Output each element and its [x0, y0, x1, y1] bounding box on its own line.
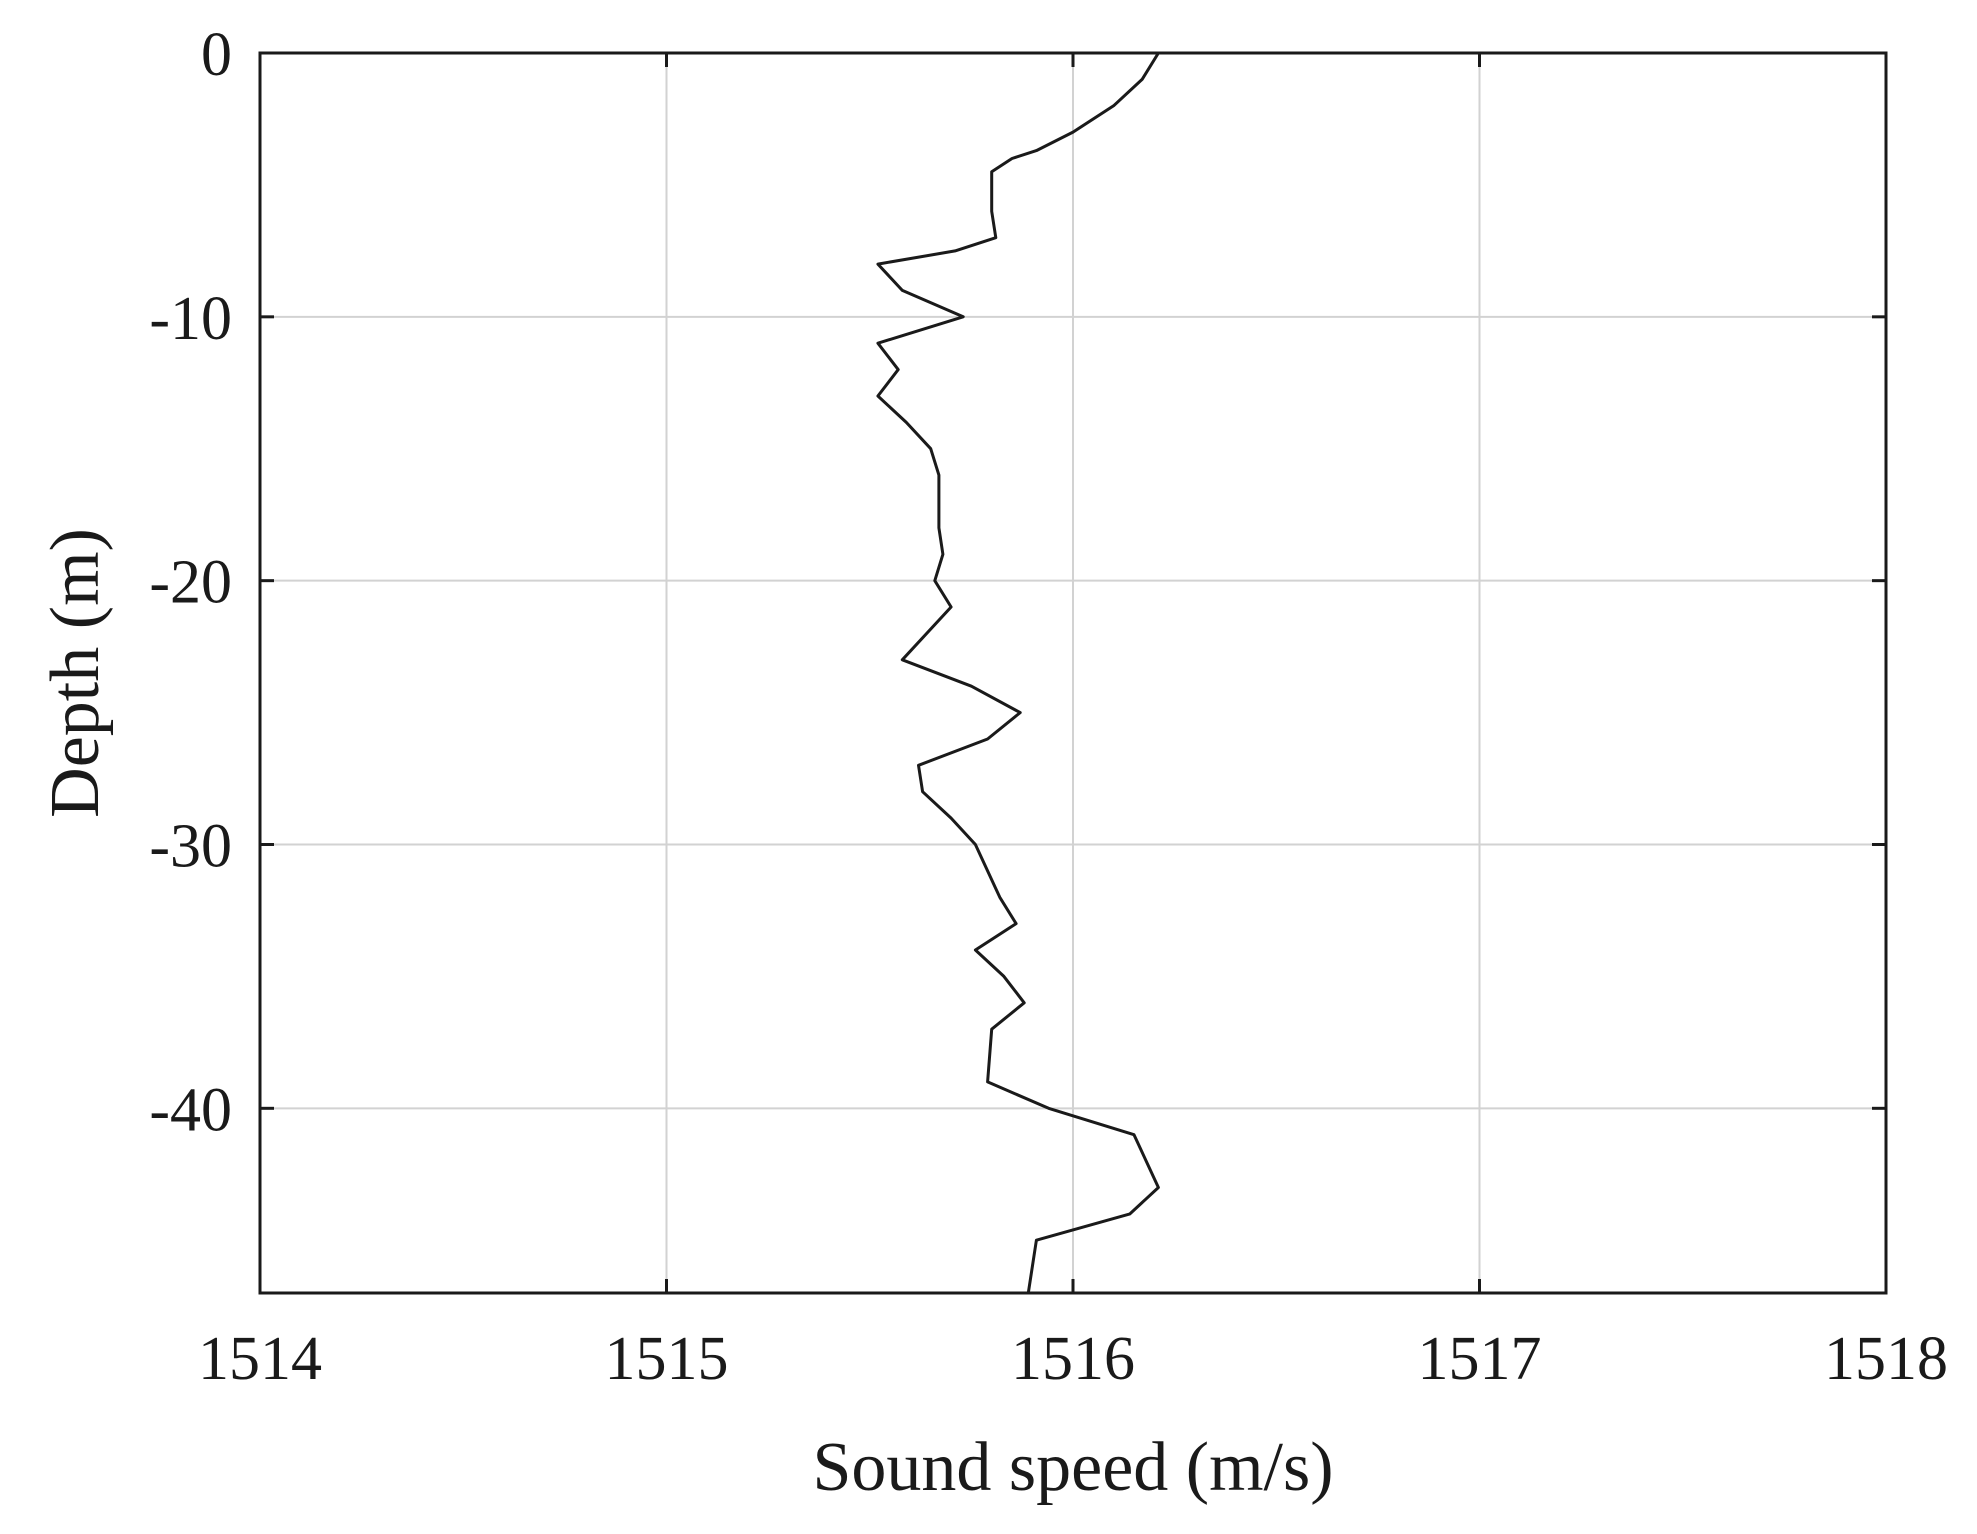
x-tick-labels: 1514 1515 1516 1517 1518 — [198, 1325, 1948, 1393]
y-axis-label: Depth (m) — [37, 528, 114, 818]
sound-speed-line — [876, 52, 1160, 1294]
x-tick-label-2: 1516 — [1011, 1325, 1135, 1393]
x-tick-label-1: 1515 — [605, 1325, 729, 1393]
y-tick-label-3: -30 — [149, 812, 232, 880]
y-tick-label-4: -40 — [149, 1076, 232, 1144]
y-tick-label-0: 0 — [201, 21, 232, 89]
y-tick-label-1: -10 — [149, 285, 232, 353]
grid-lines — [259, 52, 1887, 1293]
x-tick-label-3: 1517 — [1418, 1325, 1542, 1393]
x-axis-label: Sound speed (m/s) — [812, 1429, 1333, 1506]
y-tick-labels: 0 -10 -20 -30 -40 — [149, 21, 232, 1144]
x-tick-label-4: 1518 — [1824, 1325, 1948, 1393]
plot-frame — [258, 51, 1888, 1295]
y-tick-label-2: -20 — [149, 549, 232, 617]
x-tick-label-0: 1514 — [198, 1325, 322, 1393]
